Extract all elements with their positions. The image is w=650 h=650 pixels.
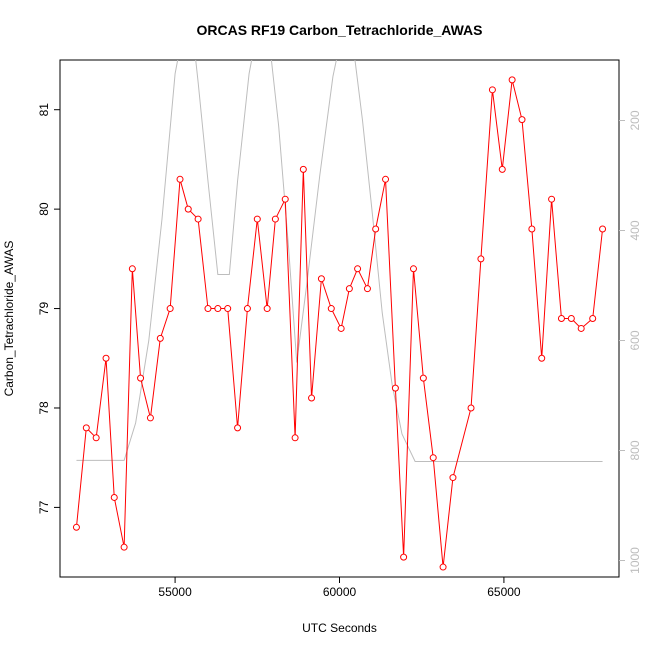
data-point (120, 543, 128, 551)
data-point (400, 553, 408, 561)
data-point (317, 275, 325, 283)
data-point (291, 434, 299, 442)
y-axis-label: Carbon_Tetrachloride_AWAS (2, 241, 16, 397)
x-axis-label: UTC Seconds (302, 621, 377, 635)
data-point (429, 454, 437, 462)
data-point (327, 305, 335, 313)
data-point (391, 384, 399, 392)
data-point (72, 523, 80, 531)
data-point (271, 215, 279, 223)
data-point (409, 265, 417, 273)
y2-axis: 200 400 600 800 1000 (619, 110, 642, 574)
data-point (253, 215, 261, 223)
x-tick-label: 55000 (158, 585, 192, 599)
primary-series-layer (72, 76, 607, 571)
data-point (345, 285, 353, 293)
secondary-series-line (76, 60, 603, 462)
data-point (234, 424, 242, 432)
data-point (548, 195, 556, 203)
plot-frame (59, 59, 620, 578)
data-point (214, 305, 222, 313)
data-point (382, 175, 390, 183)
data-point (337, 324, 345, 332)
data-point (528, 225, 536, 233)
y-tick-label: 79 (37, 302, 51, 316)
data-point (102, 354, 110, 362)
data-point (166, 305, 174, 313)
y2-tick-label: 600 (628, 330, 642, 350)
data-point (577, 324, 585, 332)
x-tick-label: 60000 (323, 585, 357, 599)
data-point (599, 225, 607, 233)
data-point (498, 165, 506, 173)
data-point (557, 315, 565, 322)
y-tick-label: 80 (37, 202, 51, 216)
data-point (538, 354, 546, 362)
data-point (204, 305, 212, 313)
data-point (176, 175, 184, 183)
data-point (354, 265, 362, 273)
data-point (372, 225, 380, 233)
data-point (263, 305, 271, 313)
y-tick-label: 78 (37, 401, 51, 415)
y-axis: 77 78 79 80 81 (37, 103, 60, 514)
data-point (308, 394, 316, 402)
data-point (184, 205, 192, 213)
chart-title: ORCAS RF19 Carbon_Tetrachloride_AWAS (196, 22, 482, 38)
data-point (110, 493, 118, 501)
data-point (137, 374, 145, 382)
data-point (508, 76, 516, 84)
y-tick-label: 77 (37, 500, 51, 514)
data-point (194, 215, 202, 223)
x-tick-label: 65000 (487, 585, 521, 599)
data-point (299, 165, 307, 173)
y2-tick-label: 400 (628, 220, 642, 240)
data-point (439, 563, 447, 571)
data-point (477, 255, 485, 263)
data-point (243, 305, 251, 313)
data-point (128, 265, 136, 273)
data-point (449, 474, 457, 482)
y2-tick-label: 200 (628, 110, 642, 130)
data-point (518, 116, 526, 124)
data-point (589, 315, 597, 322)
y-tick-label: 81 (37, 103, 51, 117)
primary-series-line (75, 79, 604, 568)
x-axis: 55000 60000 65000 (158, 577, 521, 599)
data-point (467, 404, 475, 412)
y2-tick-label: 800 (628, 440, 642, 460)
data-point (363, 285, 371, 293)
data-point (146, 414, 154, 422)
data-point (156, 334, 164, 342)
secondary-series-layer (76, 60, 603, 462)
data-point (281, 195, 289, 203)
data-point (488, 86, 496, 94)
data-point (92, 434, 100, 442)
data-point (567, 315, 575, 322)
data-point (419, 374, 427, 382)
y2-tick-label: 1000 (628, 547, 642, 574)
data-point (224, 305, 232, 313)
data-point (82, 424, 90, 432)
